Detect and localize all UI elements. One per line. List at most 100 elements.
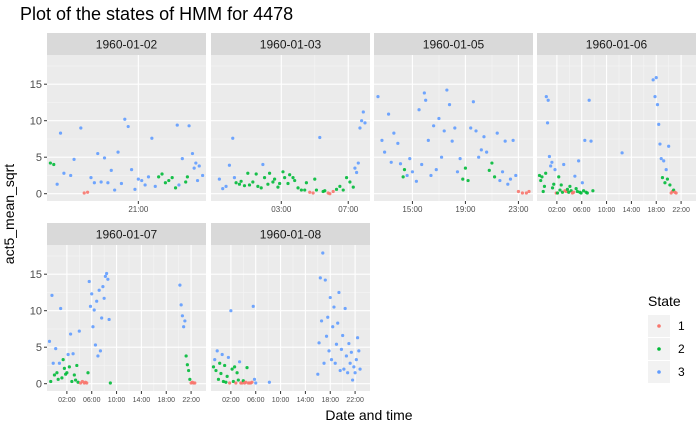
data-point	[503, 139, 507, 143]
legend-label: 2	[678, 342, 685, 356]
data-point	[437, 116, 441, 121]
data-point	[281, 170, 285, 174]
data-point	[261, 162, 265, 167]
data-point	[463, 166, 468, 170]
data-point	[344, 354, 348, 358]
data-point	[173, 186, 178, 190]
y-axis-label: act5_mean_sqrt	[1, 164, 17, 265]
data-point	[514, 173, 518, 178]
data-point	[389, 160, 393, 164]
data-point	[414, 179, 418, 183]
data-point	[185, 363, 189, 367]
data-point	[237, 360, 242, 364]
data-point	[674, 191, 678, 195]
data-point	[557, 175, 561, 179]
facet-strip	[211, 223, 370, 245]
facet-strip-label: 1960-01-07	[96, 228, 158, 242]
data-point	[485, 150, 489, 154]
data-point	[333, 361, 337, 365]
data-point	[150, 136, 154, 140]
x-tick-label: 22:00	[672, 207, 690, 214]
data-point	[654, 76, 658, 80]
data-point	[49, 379, 53, 384]
data-point	[231, 136, 235, 140]
data-point	[651, 78, 655, 82]
data-point	[574, 186, 578, 191]
data-point	[660, 176, 665, 180]
data-point	[102, 296, 106, 300]
data-point	[250, 380, 254, 384]
data-point	[278, 181, 282, 186]
data-point	[225, 374, 229, 378]
x-tick-label: 07:00	[338, 205, 359, 214]
data-point	[455, 170, 460, 174]
data-point	[542, 184, 547, 188]
data-point	[76, 380, 80, 384]
data-point	[245, 366, 249, 370]
data-point	[539, 178, 543, 183]
data-point	[201, 173, 205, 178]
data-point	[108, 381, 112, 385]
data-point	[47, 339, 52, 343]
data-point	[291, 176, 295, 180]
data-point	[471, 100, 475, 104]
data-point	[91, 325, 95, 329]
data-point	[60, 376, 64, 380]
data-point	[328, 192, 332, 196]
data-point	[187, 368, 191, 373]
data-point	[252, 377, 257, 381]
data-point	[665, 177, 670, 181]
data-point	[217, 177, 221, 181]
data-point	[324, 334, 329, 338]
data-point	[347, 341, 351, 346]
data-point	[408, 157, 412, 161]
data-point	[211, 365, 216, 369]
data-point	[316, 372, 320, 376]
data-point	[179, 303, 183, 307]
data-point	[244, 380, 248, 384]
data-point	[326, 315, 330, 319]
data-point	[61, 358, 65, 362]
data-point	[492, 175, 497, 179]
data-point	[361, 110, 365, 114]
data-point	[343, 306, 347, 311]
data-point	[573, 174, 577, 178]
data-point	[119, 181, 124, 186]
data-point	[349, 350, 353, 354]
data-point	[351, 378, 355, 382]
data-point	[380, 138, 384, 143]
x-tick-label: 18:00	[321, 397, 339, 404]
data-point	[495, 131, 499, 135]
data-point	[550, 160, 554, 164]
data-point	[308, 190, 312, 194]
data-point	[85, 190, 90, 194]
data-point	[352, 365, 356, 369]
data-point	[67, 365, 71, 369]
data-point	[221, 379, 226, 384]
data-point	[286, 181, 290, 186]
data-point	[537, 173, 542, 178]
data-point	[337, 290, 341, 295]
x-tick-label: 14:00	[297, 397, 315, 404]
data-point	[96, 151, 100, 156]
data-point	[85, 381, 89, 385]
data-point	[458, 157, 462, 161]
data-point	[474, 129, 478, 133]
facet-strip-label: 1960-01-03	[260, 38, 322, 52]
data-point	[568, 184, 572, 188]
data-point	[511, 138, 515, 143]
data-point	[180, 314, 184, 318]
facet-panel: 1960-01-02 0 5 10 15 21:00	[30, 33, 206, 214]
data-point	[113, 188, 117, 192]
data-point	[338, 368, 342, 373]
data-point	[251, 304, 255, 308]
data-point	[251, 180, 255, 184]
data-point	[215, 349, 219, 353]
data-point	[567, 190, 571, 194]
data-point	[344, 176, 349, 180]
data-point	[577, 159, 581, 163]
x-tick-label: 14:00	[623, 207, 641, 214]
data-point	[187, 124, 191, 128]
data-point	[658, 142, 662, 146]
